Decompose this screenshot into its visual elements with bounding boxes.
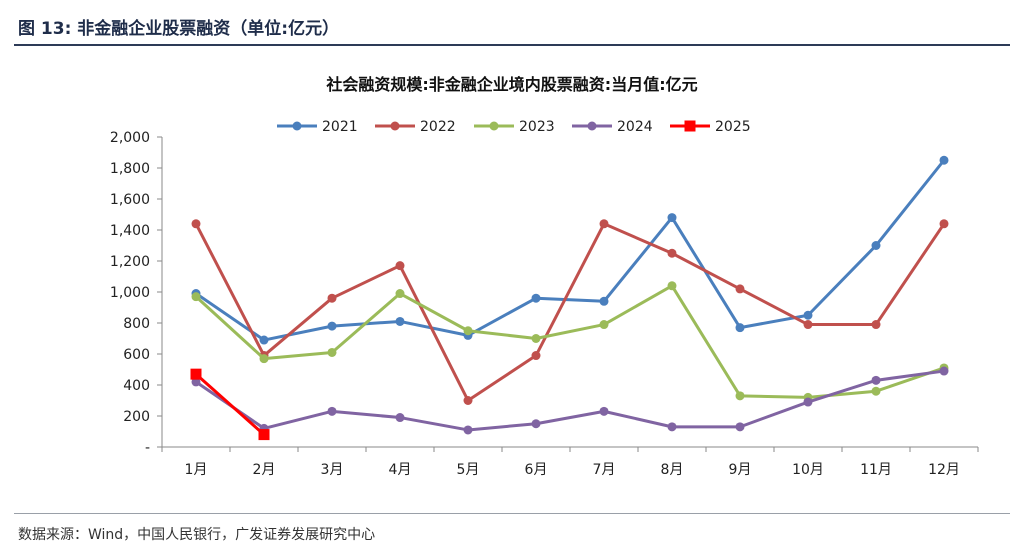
data-point <box>668 422 677 431</box>
data-point <box>191 369 202 380</box>
legend-swatch-marker <box>588 122 597 131</box>
x-tick-label: 6月 <box>525 462 548 478</box>
x-tick-label: 2月 <box>253 462 276 478</box>
legend-item-2024: 2024 <box>572 119 653 135</box>
data-point <box>464 396 473 405</box>
legend-label: 2024 <box>617 119 653 135</box>
data-point <box>804 398 813 407</box>
legend-label: 2025 <box>715 119 751 135</box>
y-tick-label: 400 <box>123 378 150 394</box>
data-point <box>736 422 745 431</box>
x-tick-label: 4月 <box>389 462 412 478</box>
y-tick-label: - <box>145 440 150 456</box>
data-point <box>260 336 269 345</box>
legend-label: 2021 <box>322 119 358 135</box>
data-point <box>328 294 337 303</box>
series-2021 <box>192 156 949 345</box>
series-line <box>196 371 944 430</box>
data-point <box>600 320 609 329</box>
legend-swatch-marker <box>685 121 696 132</box>
chart-axes: - 200 400 600 800 1,000 1,200 1,400 1,600 1,800 2,… <box>110 130 978 478</box>
legend-item-2021: 2021 <box>277 119 358 135</box>
data-point <box>668 249 677 258</box>
data-point <box>396 261 405 270</box>
footer-divider <box>14 513 1010 514</box>
data-point <box>804 311 813 320</box>
data-point <box>464 425 473 434</box>
series-line <box>196 224 944 401</box>
legend-label: 2023 <box>519 119 555 135</box>
data-point <box>668 281 677 290</box>
x-tick-label: 5月 <box>457 462 480 478</box>
data-point <box>192 219 201 228</box>
legend-label: 2022 <box>420 119 456 135</box>
data-point <box>872 387 881 396</box>
data-point <box>328 322 337 331</box>
data-point <box>668 213 677 222</box>
data-point <box>396 413 405 422</box>
data-point <box>872 241 881 250</box>
data-point <box>940 367 949 376</box>
x-tick-label: 10月 <box>792 462 824 478</box>
y-tick-label: 800 <box>123 316 150 332</box>
legend-swatch-marker <box>490 122 499 131</box>
y-tick-label: 1,600 <box>110 192 150 208</box>
y-tick-label: 200 <box>123 409 150 425</box>
series-2024 <box>192 367 949 435</box>
series-line <box>196 286 944 398</box>
data-point <box>259 429 270 440</box>
y-tick-label: 1,800 <box>110 161 150 177</box>
data-point <box>464 326 473 335</box>
x-tick-label: 8月 <box>661 462 684 478</box>
y-tick-label: 1,000 <box>110 285 150 301</box>
data-point <box>736 391 745 400</box>
data-point <box>396 289 405 298</box>
legend-item-2023: 2023 <box>474 119 555 135</box>
data-point <box>396 317 405 326</box>
data-point <box>804 320 813 329</box>
data-point <box>940 219 949 228</box>
x-tick-label: 11月 <box>860 462 892 478</box>
data-point <box>736 284 745 293</box>
data-point <box>600 219 609 228</box>
chart-legend: 2021 2022 2023 2024 2025 <box>277 119 751 135</box>
y-tick-label: 1,200 <box>110 254 150 270</box>
data-point <box>872 376 881 385</box>
x-tick-label: 7月 <box>593 462 616 478</box>
legend-swatch-marker <box>391 122 400 131</box>
x-tick-label: 12月 <box>928 462 960 478</box>
data-point <box>872 320 881 329</box>
data-point <box>328 407 337 416</box>
data-point <box>532 294 541 303</box>
series-line <box>196 374 264 434</box>
y-tick-label: 2,000 <box>110 130 150 146</box>
data-point <box>532 419 541 428</box>
data-point <box>328 348 337 357</box>
data-point <box>940 156 949 165</box>
x-tick-label: 3月 <box>321 462 344 478</box>
y-tick-label: 1,400 <box>110 223 150 239</box>
chart-series <box>191 156 949 440</box>
data-point <box>600 297 609 306</box>
legend-swatch-marker <box>293 122 302 131</box>
series-2025 <box>191 369 270 440</box>
series-2022 <box>192 219 949 405</box>
y-tick-label: 600 <box>123 347 150 363</box>
data-source-note: 数据来源：Wind，中国人民银行，广发证券发展研究中心 <box>18 524 375 544</box>
data-point <box>260 354 269 363</box>
data-point <box>736 323 745 332</box>
legend-item-2025: 2025 <box>670 119 751 135</box>
chart-title: 社会融资规模:非金融企业境内股票融资:当月值:亿元 <box>325 75 697 94</box>
x-tick-label: 1月 <box>185 462 208 478</box>
legend-item-2022: 2022 <box>375 119 456 135</box>
series-line <box>196 160 944 340</box>
data-point <box>532 351 541 360</box>
data-point <box>600 407 609 416</box>
data-point <box>532 334 541 343</box>
data-point <box>192 292 201 301</box>
x-tick-label: 9月 <box>729 462 752 478</box>
